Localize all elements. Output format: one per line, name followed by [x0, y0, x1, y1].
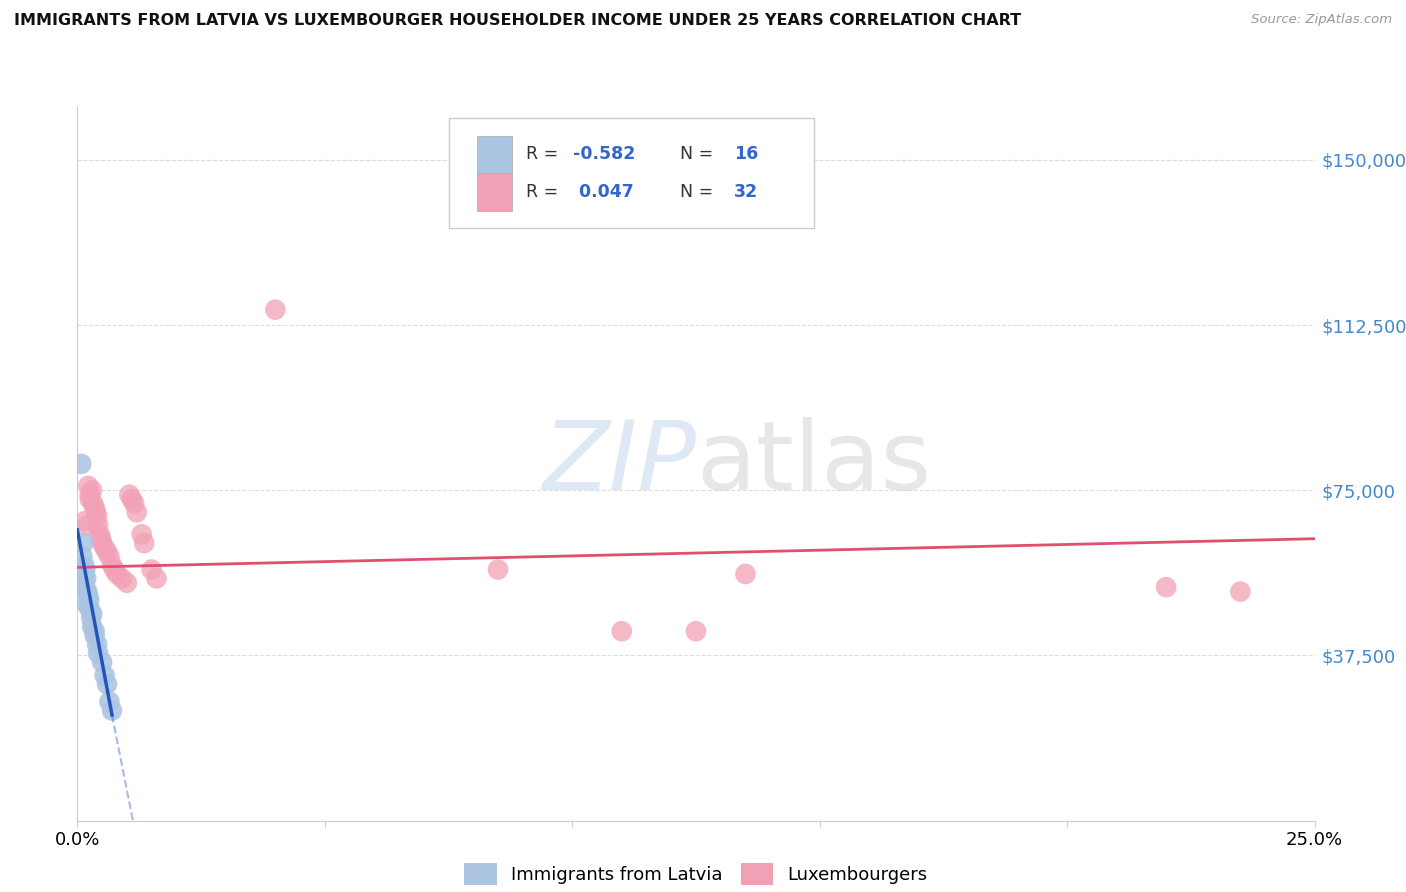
Point: [79, 488, 101, 502]
Point: [486, 563, 509, 577]
Point: [87, 518, 110, 533]
Point: [86, 509, 108, 524]
Text: N =: N =: [669, 183, 718, 201]
Point: [1154, 580, 1177, 594]
Point: [80, 611, 103, 625]
Point: [84, 505, 107, 519]
Point: [72, 549, 94, 564]
Point: [115, 575, 138, 590]
Point: [82, 496, 104, 510]
Point: [91, 655, 114, 669]
Point: [101, 704, 124, 718]
Point: [105, 566, 128, 581]
Point: [77, 593, 100, 607]
Point: [77, 589, 100, 603]
Point: [610, 624, 633, 639]
Point: [118, 488, 141, 502]
Point: [73, 558, 96, 573]
Point: [91, 536, 114, 550]
Point: [131, 527, 153, 541]
Point: [98, 695, 121, 709]
Point: [141, 563, 163, 577]
Point: [75, 580, 97, 594]
Point: [76, 584, 98, 599]
Point: [72, 536, 94, 550]
Text: N =: N =: [669, 145, 718, 163]
Text: -0.582: -0.582: [574, 145, 636, 163]
Point: [121, 492, 143, 507]
Point: [83, 500, 105, 515]
Point: [111, 571, 134, 585]
Point: [103, 563, 125, 577]
Point: [82, 620, 104, 634]
Point: [734, 566, 756, 581]
Point: [96, 545, 118, 559]
Text: Source: ZipAtlas.com: Source: ZipAtlas.com: [1251, 13, 1392, 27]
Text: 0.047: 0.047: [574, 183, 634, 201]
Text: atlas: atlas: [696, 417, 931, 510]
Point: [86, 637, 108, 651]
Point: [98, 549, 121, 564]
Point: [83, 629, 105, 643]
Legend: Immigrants from Latvia, Luxembourgers: Immigrants from Latvia, Luxembourgers: [456, 854, 936, 892]
Point: [264, 302, 287, 317]
Point: [75, 571, 97, 585]
Text: R =: R =: [526, 183, 564, 201]
Point: [82, 607, 104, 621]
Point: [145, 571, 167, 585]
Text: IMMIGRANTS FROM LATVIA VS LUXEMBOURGER HOUSEHOLDER INCOME UNDER 25 YEARS CORRELA: IMMIGRANTS FROM LATVIA VS LUXEMBOURGER H…: [14, 13, 1021, 29]
Point: [93, 541, 115, 555]
Point: [79, 602, 101, 616]
Point: [73, 514, 96, 528]
Point: [70, 457, 93, 471]
Point: [1229, 584, 1251, 599]
Point: [73, 566, 96, 581]
Text: 16: 16: [734, 145, 759, 163]
Point: [93, 668, 115, 682]
Bar: [477, 136, 512, 173]
FancyBboxPatch shape: [449, 118, 814, 228]
Point: [79, 492, 101, 507]
Point: [134, 536, 156, 550]
Text: ZIP: ZIP: [543, 417, 696, 510]
Point: [76, 598, 98, 612]
Point: [72, 575, 94, 590]
Point: [101, 558, 124, 573]
Point: [122, 496, 145, 510]
Point: [685, 624, 707, 639]
Text: 32: 32: [734, 183, 758, 201]
Point: [77, 479, 100, 493]
Point: [90, 532, 112, 546]
Point: [125, 505, 148, 519]
Text: R =: R =: [526, 145, 564, 163]
Point: [76, 518, 98, 533]
Point: [89, 527, 111, 541]
Point: [96, 677, 118, 691]
Point: [82, 483, 104, 498]
Point: [87, 646, 110, 660]
Point: [83, 624, 105, 639]
Point: [75, 563, 97, 577]
Bar: [477, 173, 512, 211]
